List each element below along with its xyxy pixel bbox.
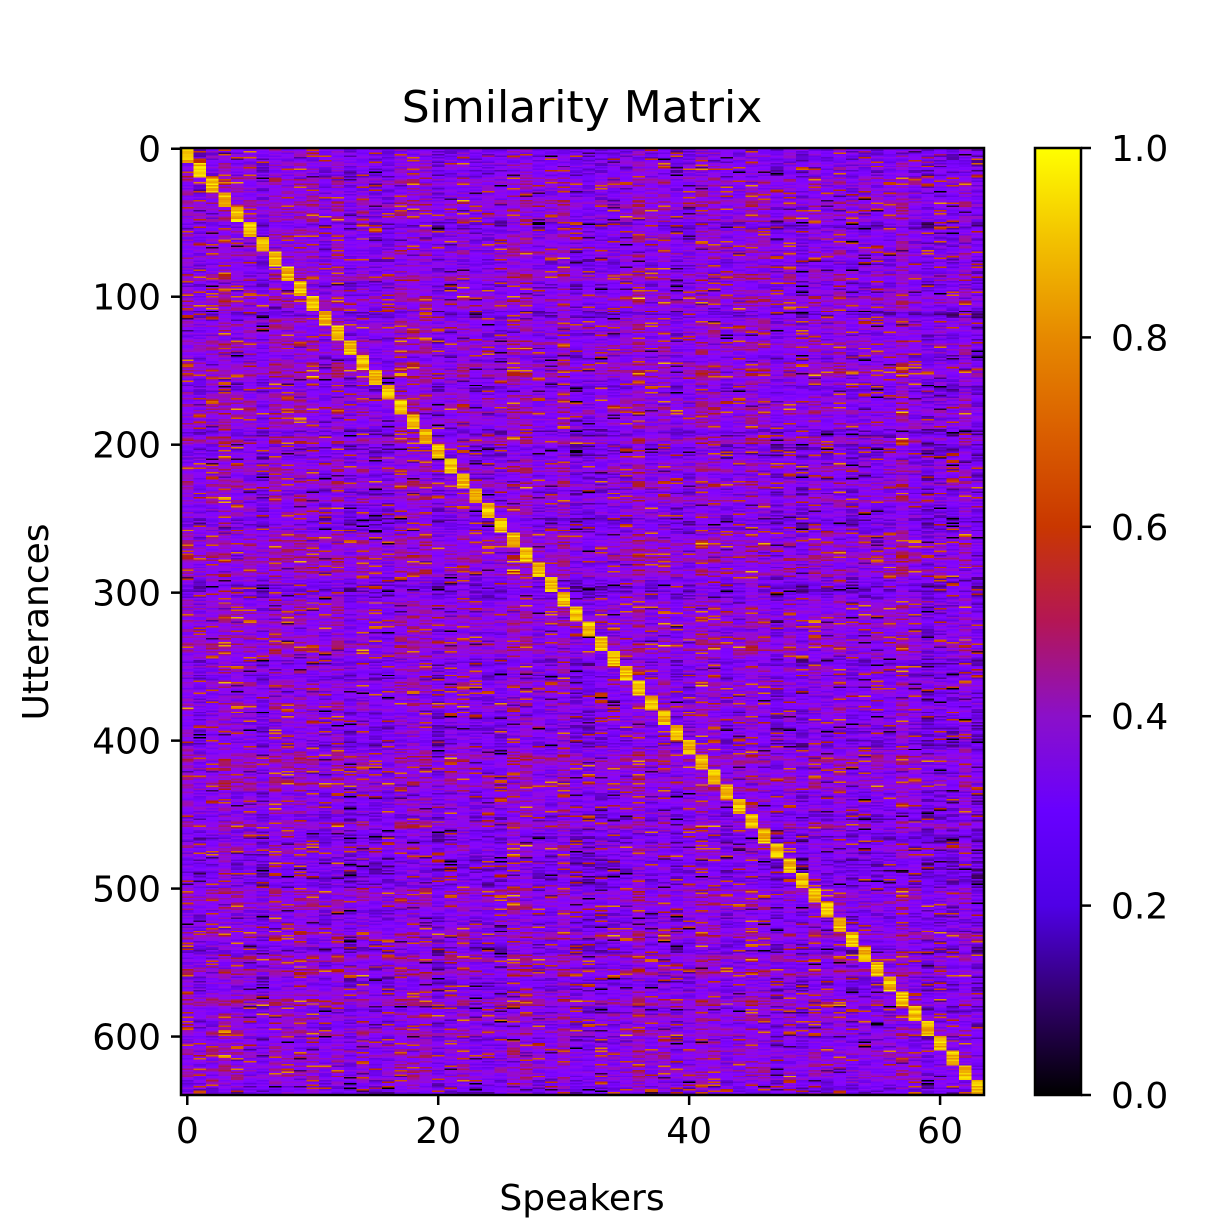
colorbar-tick-label: 0.0 [1111,1076,1168,1117]
y-tick-label: 100 [92,278,161,319]
y-axis-ticks: 0 100 200 300 400 500 600 [92,130,181,1059]
x-tick-label: 0 [176,1111,199,1152]
x-tick-label: 20 [415,1111,461,1152]
y-tick-label: 400 [92,722,161,763]
y-axis-label: Utterances [16,523,57,720]
y-tick-label: 500 [92,870,161,911]
plot-frame [179,146,986,1097]
colorbar-tick-label: 0.2 [1111,887,1168,928]
x-axis-ticks: 0 20 40 60 [176,1095,963,1152]
colorbar [1033,146,1083,1097]
colorbar-tick-label: 0.8 [1111,318,1168,359]
x-tick-label: 60 [917,1111,963,1152]
heatmap-image [181,148,984,1095]
colorbar-tick-label: 0.6 [1111,508,1168,549]
x-tick-label: 40 [666,1111,712,1152]
colorbar-tick-label: 0.4 [1111,697,1168,738]
colorbar-tick-label: 1.0 [1111,129,1168,170]
chart-title: Similarity Matrix [402,82,763,133]
y-tick-label: 200 [92,426,161,467]
x-axis-label: Speakers [499,1178,664,1219]
heatmap-cells [181,148,984,1095]
colorbar-ticks: 0.0 0.2 0.4 0.6 0.8 1.0 [1081,129,1168,1117]
y-tick-label: 300 [92,574,161,615]
y-tick-label: 0 [138,130,161,171]
y-tick-label: 600 [92,1018,161,1059]
